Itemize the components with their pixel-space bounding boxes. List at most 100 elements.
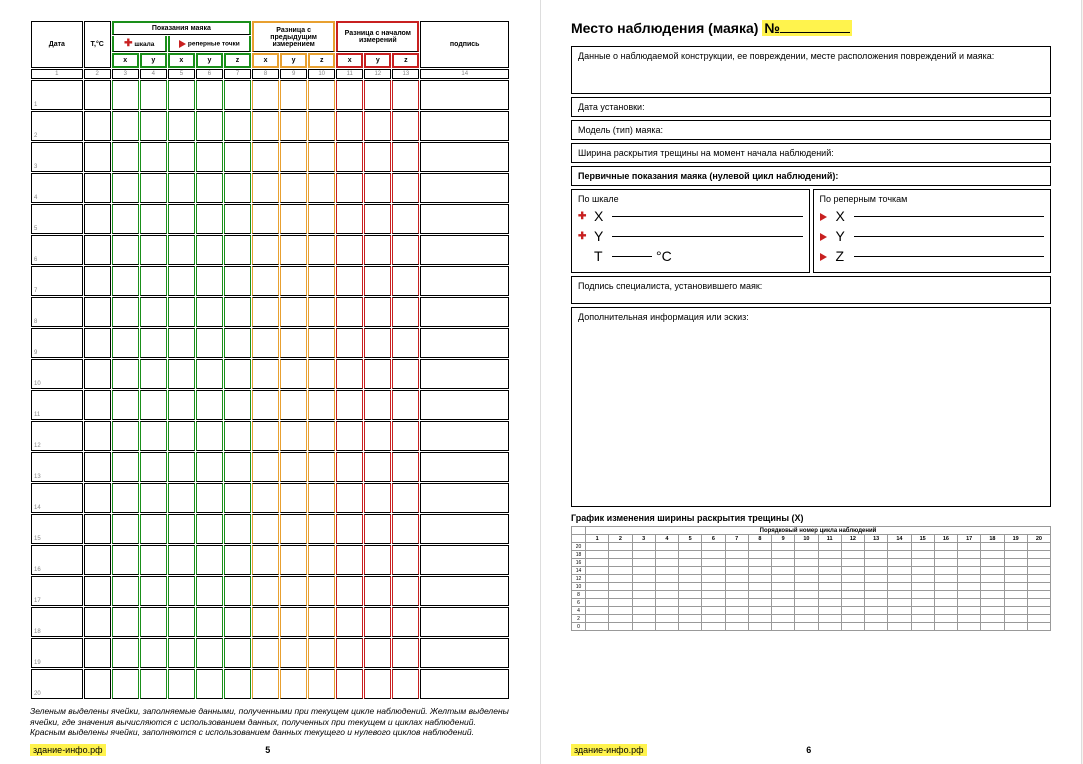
table-cell bbox=[420, 266, 509, 296]
measurement-table: Дата T,°C Показания маяка Разница с пред… bbox=[30, 20, 510, 700]
chart-cell bbox=[888, 607, 911, 615]
table-cell bbox=[420, 607, 509, 637]
table-cell bbox=[252, 235, 279, 265]
table-cell bbox=[112, 359, 139, 389]
table-cell: 17 bbox=[31, 576, 83, 606]
chart-cell bbox=[981, 559, 1004, 567]
chart-cell bbox=[1004, 567, 1027, 575]
chart-cell bbox=[632, 583, 655, 591]
chart-x-tick: 11 bbox=[818, 535, 841, 543]
chart-cell bbox=[586, 591, 609, 599]
table-cell bbox=[140, 483, 167, 513]
chart-cell bbox=[818, 615, 841, 623]
table-cell bbox=[420, 514, 509, 544]
table-cell bbox=[224, 173, 251, 203]
table-cell bbox=[252, 576, 279, 606]
table-cell: 3 bbox=[31, 142, 83, 172]
scale-x: ✚X bbox=[578, 208, 803, 224]
table-row: 14 bbox=[31, 483, 509, 513]
chart-row: 4 bbox=[572, 607, 1051, 615]
table-cell bbox=[224, 607, 251, 637]
chart-cell bbox=[655, 607, 678, 615]
chart-cell bbox=[818, 559, 841, 567]
table-cell bbox=[196, 669, 223, 699]
chart-row: 20 bbox=[572, 543, 1051, 551]
chart-cell bbox=[748, 559, 771, 567]
site-link: здание-инфо.рф bbox=[30, 744, 106, 756]
chart-cell bbox=[748, 543, 771, 551]
table-cell bbox=[252, 452, 279, 482]
chart-cell bbox=[1027, 607, 1050, 615]
th-signature: подпись bbox=[420, 21, 509, 68]
chart-cell bbox=[748, 599, 771, 607]
table-cell bbox=[280, 297, 307, 327]
chart-cell bbox=[981, 567, 1004, 575]
table-cell bbox=[420, 483, 509, 513]
chart-cell bbox=[679, 559, 702, 567]
chart-cell bbox=[958, 583, 981, 591]
chart-cell bbox=[609, 615, 632, 623]
chart-cell bbox=[981, 599, 1004, 607]
table-cell: 16 bbox=[31, 545, 83, 575]
chart-cell bbox=[934, 551, 957, 559]
table-cell bbox=[280, 359, 307, 389]
table-cell bbox=[364, 328, 391, 358]
chart-cell bbox=[772, 559, 795, 567]
table-cell bbox=[252, 204, 279, 234]
table-cell bbox=[112, 421, 139, 451]
table-cell bbox=[224, 142, 251, 172]
table-cell bbox=[336, 80, 363, 110]
chart-cell bbox=[772, 567, 795, 575]
table-cell bbox=[224, 328, 251, 358]
chart-cell bbox=[1004, 551, 1027, 559]
scale-y: ✚Y bbox=[578, 228, 803, 244]
table-cell bbox=[224, 483, 251, 513]
chart-cell bbox=[841, 543, 864, 551]
table-cell bbox=[252, 359, 279, 389]
chart-x-tick: 5 bbox=[679, 535, 702, 543]
chart-cell bbox=[934, 623, 957, 631]
table-cell bbox=[112, 142, 139, 172]
table-cell bbox=[392, 390, 419, 420]
table-cell bbox=[224, 421, 251, 451]
table-cell bbox=[196, 328, 223, 358]
table-cell bbox=[84, 545, 111, 575]
triangle-icon bbox=[820, 213, 827, 221]
table-cell bbox=[140, 204, 167, 234]
chart-cell bbox=[655, 591, 678, 599]
table-cell bbox=[420, 545, 509, 575]
table-cell bbox=[112, 204, 139, 234]
chart-cell bbox=[609, 575, 632, 583]
table-cell bbox=[224, 297, 251, 327]
table-cell bbox=[168, 514, 195, 544]
table-cell bbox=[196, 576, 223, 606]
table-cell bbox=[280, 173, 307, 203]
th-scale: ✚ шкала bbox=[112, 36, 167, 52]
chart-cell bbox=[1004, 623, 1027, 631]
chart-cell bbox=[702, 591, 725, 599]
table-cell bbox=[392, 328, 419, 358]
chart-cell bbox=[679, 575, 702, 583]
table-cell bbox=[308, 669, 335, 699]
table-cell bbox=[196, 483, 223, 513]
chart-cell bbox=[725, 607, 748, 615]
table-cell bbox=[420, 204, 509, 234]
chart-cell bbox=[772, 607, 795, 615]
triangle-icon bbox=[820, 233, 827, 241]
chart-cell bbox=[981, 583, 1004, 591]
table-cell bbox=[336, 514, 363, 544]
table-row: 7 bbox=[31, 266, 509, 296]
table-row: 18 bbox=[31, 607, 509, 637]
table-cell bbox=[84, 111, 111, 141]
box-by-ref: По реперным точкам X Y Z bbox=[813, 189, 1052, 273]
table-cell bbox=[420, 359, 509, 389]
chart-cell bbox=[1027, 591, 1050, 599]
chart-cell bbox=[772, 551, 795, 559]
th-y1: y bbox=[140, 53, 167, 68]
table-row: 5 bbox=[31, 204, 509, 234]
table-cell bbox=[168, 669, 195, 699]
table-cell bbox=[196, 607, 223, 637]
chart-x-tick: 12 bbox=[841, 535, 864, 543]
table-cell bbox=[392, 483, 419, 513]
table-cell bbox=[336, 669, 363, 699]
